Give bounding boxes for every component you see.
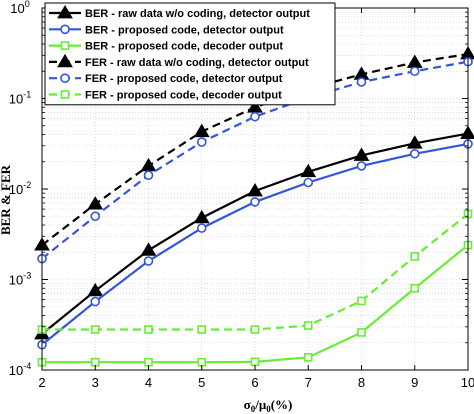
y-tick-label: 10-3 [9,271,31,288]
legend-item: BER - proposed code, decoder output [49,41,283,53]
data-point [411,150,419,158]
x-tick-label: 6 [251,375,258,390]
legend-marker [61,25,69,33]
data-point [145,257,153,265]
data-point [198,359,205,366]
legend-label: BER - proposed code, detector output [85,24,284,36]
x-tick-label: 3 [92,375,99,390]
x-tick-label: 9 [411,375,418,390]
data-point [198,326,205,333]
data-point [411,253,418,260]
data-point [145,171,153,179]
x-tick-label: 10 [461,375,474,390]
data-point [88,284,102,296]
data-point [91,212,99,220]
y-axis-title: BER & FER [0,164,13,235]
x-tick-label: 4 [145,375,152,390]
legend-item: BER - proposed code, detector output [49,24,284,36]
data-point [252,326,259,333]
data-point [411,67,419,75]
data-point [305,354,312,361]
series-line [42,214,468,330]
data-point [142,159,156,171]
y-tick-label: 10-1 [9,90,31,107]
data-point [195,211,209,223]
x-tick-label: 7 [305,375,312,390]
data-point [92,359,99,366]
legend-marker [61,74,69,82]
legend-label: FER - proposed code, decoder output [85,90,282,102]
data-point [145,326,152,333]
data-point [304,178,312,186]
data-point [358,78,366,86]
legend-marker [62,42,69,49]
legend-marker [62,91,69,98]
data-point [91,298,99,306]
legend-label: BER - proposed code, decoder output [85,41,283,53]
legend-item: FER - raw data w/o coding, detector outp… [49,55,309,69]
data-point [198,138,206,146]
data-point [358,162,366,170]
data-point [251,113,259,121]
data-point [408,55,422,67]
data-point [198,224,206,232]
legend: BER - raw data w/o coding, detector outp… [45,3,335,105]
legend-item: FER - proposed code, detector output [49,73,283,85]
data-point [358,297,365,304]
x-tick-label: 2 [38,375,45,390]
data-point [92,326,99,333]
data-point [358,329,365,336]
legend-item: BER - raw data w/o coding, detector outp… [49,6,310,20]
legend-label: FER - proposed code, detector output [85,73,283,85]
x-axis-title: σ0/μ0(%) [244,397,293,414]
data-point [251,198,259,206]
data-point [142,243,156,255]
x-tick-label: 8 [358,375,365,390]
y-tick-label: 10-4 [9,361,31,378]
data-point [145,359,152,366]
x-tick-label: 5 [198,375,205,390]
data-point [411,285,418,292]
y-tick-label: 100 [10,0,29,16]
data-point [252,358,259,365]
data-point [305,322,312,329]
legend-label: BER - raw data w/o coding, detector outp… [85,8,310,20]
legend-label: FER - raw data w/o coding, detector outp… [85,57,309,69]
